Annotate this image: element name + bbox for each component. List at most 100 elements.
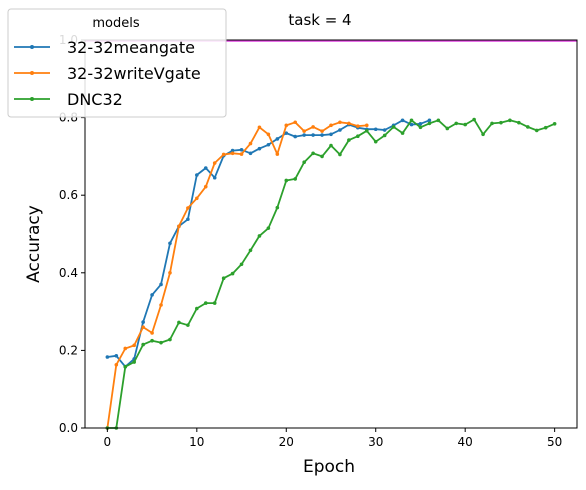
chart-title: task = 4 [288, 11, 351, 29]
data-point [123, 364, 128, 369]
data-point [418, 125, 423, 130]
data-point [186, 206, 190, 210]
data-point [195, 196, 199, 201]
data-point [400, 131, 405, 135]
data-point [293, 120, 298, 125]
data-point [320, 129, 324, 133]
legend-label: 32-32writeVgate [67, 64, 201, 83]
data-point [132, 343, 136, 348]
data-point [382, 133, 387, 138]
data-point [347, 121, 351, 126]
data-point [239, 152, 244, 156]
series-32-32meangate [105, 118, 432, 369]
data-point [320, 154, 324, 159]
x-tick-label: 30 [368, 435, 383, 449]
y-tick-label: 0.6 [59, 188, 78, 202]
plot-area [84, 39, 578, 430]
legend-marker [30, 45, 34, 49]
data-point [230, 148, 235, 153]
y-tick-label: 0.0 [59, 421, 78, 435]
axes-frame [84, 39, 578, 429]
data-point [275, 137, 280, 141]
x-tick-label: 20 [279, 435, 294, 449]
data-point [534, 128, 539, 133]
data-point [123, 346, 128, 351]
series-layer [105, 117, 557, 430]
legend-item: 32-32writeVgate [14, 64, 201, 83]
data-point [445, 126, 450, 131]
data-point [284, 123, 289, 128]
data-point [338, 152, 342, 157]
data-point [373, 127, 378, 132]
data-point [266, 142, 271, 147]
data-point [230, 271, 235, 276]
data-point [338, 128, 342, 132]
data-point [329, 123, 333, 128]
data-point [141, 325, 145, 329]
data-point [105, 355, 110, 359]
data-point [275, 152, 280, 156]
data-point [150, 338, 154, 343]
x-tick-label: 40 [458, 435, 473, 449]
data-point [293, 134, 298, 139]
data-point [311, 133, 315, 137]
data-point [472, 117, 476, 122]
data-point [400, 118, 405, 123]
data-point [132, 360, 136, 364]
data-point [248, 151, 253, 156]
data-point [364, 123, 369, 128]
data-point [284, 178, 289, 183]
data-point [177, 224, 181, 229]
data-point [221, 152, 226, 157]
data-point [293, 177, 298, 181]
data-point [481, 132, 485, 137]
x-tick-label: 50 [547, 435, 562, 449]
legend-label: DNC32 [67, 90, 123, 109]
data-point [212, 175, 217, 180]
data-point [302, 133, 306, 137]
data-point [391, 125, 396, 129]
data-point [186, 217, 190, 222]
data-point [517, 120, 521, 125]
data-point [508, 118, 512, 123]
data-point [159, 282, 163, 287]
data-point [302, 129, 306, 133]
data-point [373, 139, 378, 144]
y-tick-label: 0.4 [59, 266, 78, 280]
legend: models 32-32meangate 32-32writeVgate DNC32 [7, 8, 227, 118]
data-point [275, 205, 280, 210]
data-point [239, 262, 244, 267]
data-point [248, 141, 253, 146]
data-point [302, 160, 306, 165]
data-point [552, 122, 557, 126]
data-point [266, 226, 271, 230]
data-point [338, 120, 342, 125]
data-point [266, 132, 271, 137]
legend-label: 32-32meangate [67, 38, 195, 57]
data-point [382, 128, 387, 132]
data-point [463, 122, 467, 127]
data-point [257, 146, 262, 151]
legend-item: 32-32meangate [14, 38, 195, 57]
data-point [499, 120, 503, 125]
data-point [239, 148, 244, 152]
data-point [543, 125, 548, 130]
legend-title: models [92, 16, 139, 31]
data-point [114, 354, 119, 358]
data-point [257, 234, 262, 238]
legend-marker [30, 97, 34, 101]
series-line [106, 121, 367, 429]
data-point [526, 125, 530, 129]
series-line [107, 118, 555, 429]
data-point [329, 132, 333, 137]
data-point [347, 138, 351, 142]
data-point [203, 301, 208, 305]
series-32-32writeVgate [105, 120, 369, 430]
series-DNC32 [105, 117, 557, 430]
data-point [311, 151, 315, 156]
data-point [356, 134, 360, 139]
data-point [159, 340, 163, 345]
data-point [195, 173, 199, 177]
data-point [230, 151, 235, 156]
data-point [320, 133, 324, 137]
